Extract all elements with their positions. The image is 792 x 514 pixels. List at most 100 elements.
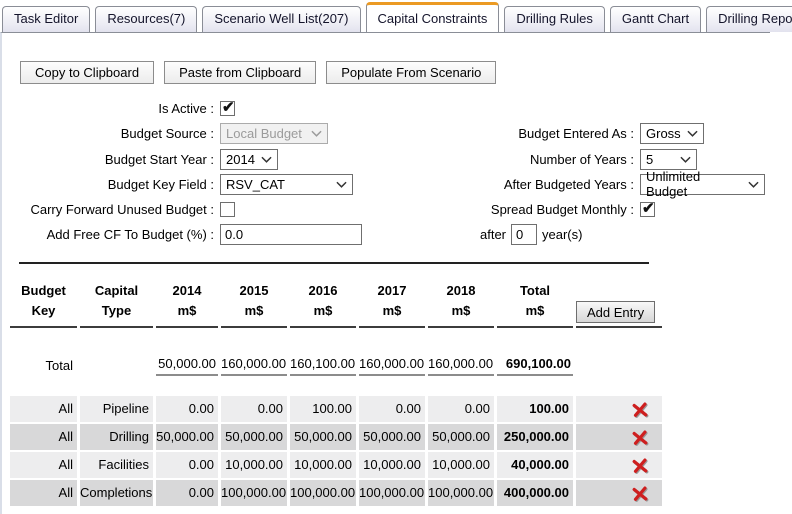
spread-budget-monthly-label: Spread Budget Monthly : [456, 202, 640, 217]
cell-2015: 0.00 [221, 396, 287, 422]
form-row-is-active: Is Active : [2, 97, 770, 119]
delete-row-button[interactable] [576, 424, 662, 450]
delete-row-button[interactable] [576, 480, 662, 506]
total-2015: 160,000.00 [221, 354, 287, 376]
after-years-group: after year(s) [480, 224, 582, 245]
delete-row-button[interactable] [576, 452, 662, 478]
chevron-down-icon [261, 156, 272, 163]
chevron-down-icon [748, 181, 759, 188]
cell-2017: 100,000.00 [359, 480, 425, 506]
cell-2017: 50,000.00 [359, 424, 425, 450]
budget-source-select: Local Budget [220, 123, 328, 144]
add-free-cf-label: Add Free CF To Budget (%) : [2, 227, 220, 242]
cell-budget-key: All [10, 424, 77, 450]
total-2014: 50,000.00 [156, 354, 218, 376]
cell-capital-type: Drilling [80, 424, 153, 450]
cell-capital-type: Pipeline [80, 396, 153, 422]
cell-budget-key: All [10, 396, 77, 422]
tab-gantt-chart[interactable]: Gantt Chart [610, 6, 701, 32]
cell-2015: 10,000.00 [221, 452, 287, 478]
after-budgeted-years-label: After Budgeted Years : [456, 177, 640, 192]
form-row-budget-start-year: Budget Start Year : 2014 Number of Years… [2, 148, 770, 170]
column-header-2017: 2017m$ [359, 279, 425, 328]
table-row-pipeline: All Pipeline 0.00 0.00 100.00 0.00 0.00 … [10, 396, 662, 422]
add-free-cf-input[interactable] [220, 224, 362, 245]
cell-2016: 100,000.00 [290, 480, 356, 506]
budget-entered-as-select[interactable]: Gross [640, 123, 704, 144]
cell-total: 400,000.00 [497, 480, 573, 506]
number-of-years-label: Number of Years : [456, 152, 640, 167]
cell-2016: 50,000.00 [290, 424, 356, 450]
toolbar: Copy to Clipboard Paste from Clipboard P… [20, 61, 496, 84]
total-row: Total 50,000.00 160,000.00 160,100.00 16… [10, 354, 662, 376]
cell-2017: 10,000.00 [359, 452, 425, 478]
cell-total: 100.00 [497, 396, 573, 422]
chevron-down-icon [311, 130, 322, 137]
cell-2014: 0.00 [156, 396, 218, 422]
cell-capital-type: Facilities [80, 452, 153, 478]
add-entry-button[interactable]: Add Entry [576, 301, 655, 323]
after-years-input[interactable] [511, 224, 537, 245]
is-active-checkbox[interactable] [220, 101, 235, 116]
delete-row-button[interactable] [576, 396, 662, 422]
total-grand: 690,100.00 [497, 354, 573, 376]
after-budgeted-years-select[interactable]: Unlimited Budget [640, 174, 765, 195]
spread-budget-monthly-checkbox[interactable] [640, 202, 655, 217]
budget-source-label: Budget Source : [2, 126, 220, 141]
budget-entered-as-label: Budget Entered As : [456, 126, 640, 141]
cell-2014: 50,000.00 [156, 424, 218, 450]
cell-2015: 100,000.00 [221, 480, 287, 506]
delete-x-icon [631, 485, 649, 502]
form-row-carry-forward: Carry Forward Unused Budget : Spread Bud… [2, 198, 770, 220]
budget-start-year-select[interactable]: 2014 [220, 149, 278, 170]
form-row-budget-key-field: Budget Key Field : RSV_CAT After Budgete… [2, 173, 770, 195]
delete-x-icon [631, 429, 649, 446]
capital-constraints-screen: Task Editor Resources(7) Scenario Well L… [0, 0, 792, 514]
budget-key-field-label: Budget Key Field : [2, 177, 220, 192]
cell-total: 40,000.00 [497, 452, 573, 478]
cell-2017: 0.00 [359, 396, 425, 422]
is-active-label: Is Active : [2, 101, 220, 116]
section-divider [19, 262, 649, 264]
budget-table-header: BudgetKey CapitalType 2014m$ 2015m$ 2016… [10, 279, 662, 328]
tab-drilling-report[interactable]: Drilling Report [706, 6, 792, 32]
tab-scenario-well-list[interactable]: Scenario Well List(207) [202, 6, 360, 32]
number-of-years-select[interactable]: 5 [640, 149, 697, 170]
cell-2018: 10,000.00 [428, 452, 494, 478]
total-2018: 160,000.00 [428, 354, 494, 376]
cell-2018: 100,000.00 [428, 480, 494, 506]
total-row-label: Total [10, 358, 77, 373]
cell-2015: 50,000.00 [221, 424, 287, 450]
column-header-capital-type: CapitalType [80, 279, 153, 328]
carry-forward-label: Carry Forward Unused Budget : [2, 202, 220, 217]
carry-forward-checkbox[interactable] [220, 202, 235, 217]
add-entry-cell: Add Entry [576, 279, 662, 328]
budget-table: BudgetKey CapitalType 2014m$ 2015m$ 2016… [10, 279, 662, 506]
tab-capital-constraints[interactable]: Capital Constraints [366, 2, 500, 32]
table-row-completions: All Completions 0.00 100,000.00 100,000.… [10, 480, 662, 506]
tab-drilling-rules[interactable]: Drilling Rules [504, 6, 605, 32]
cell-2016: 10,000.00 [290, 452, 356, 478]
cell-2018: 50,000.00 [428, 424, 494, 450]
form-row-add-free-cf: Add Free CF To Budget (%) : after year(s… [2, 223, 770, 245]
budget-start-year-label: Budget Start Year : [2, 152, 220, 167]
paste-from-clipboard-button[interactable]: Paste from Clipboard [164, 61, 316, 84]
column-header-2015: 2015m$ [221, 279, 287, 328]
after-label: after [480, 227, 506, 242]
cell-capital-type: Completions [80, 480, 153, 506]
cell-budget-key: All [10, 452, 77, 478]
copy-to-clipboard-button[interactable]: Copy to Clipboard [20, 61, 154, 84]
tab-task-editor[interactable]: Task Editor [2, 6, 90, 32]
cell-2016: 100.00 [290, 396, 356, 422]
content-panel: Copy to Clipboard Paste from Clipboard P… [0, 32, 770, 514]
cell-2014: 0.00 [156, 480, 218, 506]
delete-x-icon [631, 457, 649, 474]
chevron-down-icon [336, 181, 347, 188]
total-2016: 160,100.00 [290, 354, 356, 376]
cell-2014: 0.00 [156, 452, 218, 478]
table-row-facilities: All Facilities 0.00 10,000.00 10,000.00 … [10, 452, 662, 478]
budget-key-field-select[interactable]: RSV_CAT [220, 174, 353, 195]
column-header-2018: 2018m$ [428, 279, 494, 328]
populate-from-scenario-button[interactable]: Populate From Scenario [326, 61, 496, 84]
tab-resources[interactable]: Resources(7) [95, 6, 197, 32]
